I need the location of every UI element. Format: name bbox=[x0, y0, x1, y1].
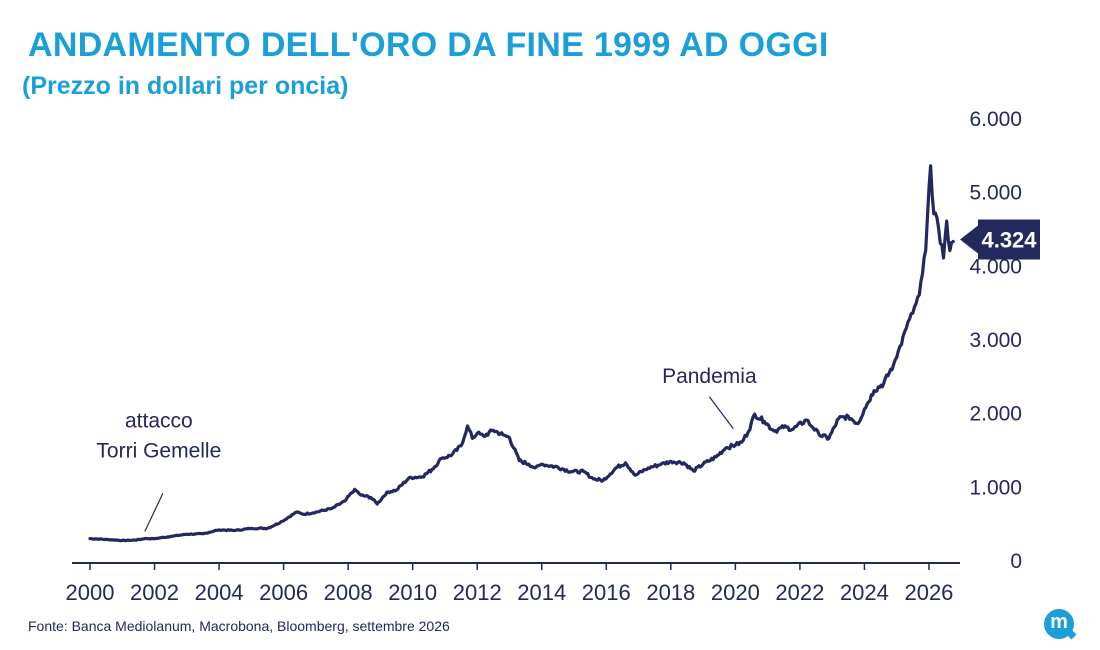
source-note: Fonte: Banca Mediolanum, Macrobona, Bloo… bbox=[28, 618, 450, 634]
x-tick-label: 2006 bbox=[259, 580, 308, 605]
x-tick-label: 2004 bbox=[195, 580, 244, 605]
annotations: attacco Torri Gemelle Pandemia bbox=[96, 365, 757, 532]
annotation-leader-torri bbox=[144, 493, 164, 532]
y-tick-label: 3.000 bbox=[969, 329, 1022, 352]
y-axis: 0 1.000 2.000 3.000 4.000 5.000 6.000 bbox=[969, 108, 1022, 573]
y-tick-label: 6.000 bbox=[969, 108, 1022, 131]
annotation-torri-gemelle: attacco bbox=[125, 409, 193, 432]
x-tick-label: 2026 bbox=[904, 580, 953, 605]
x-tick-label: 2010 bbox=[388, 580, 437, 605]
x-tick-label: 2022 bbox=[775, 580, 824, 605]
y-tick-label: 1.000 bbox=[969, 476, 1022, 499]
x-tick-label: 2018 bbox=[646, 580, 695, 605]
chart-title: ANDAMENTO DELL'ORO DA FINE 1999 AD OGGI bbox=[28, 26, 829, 64]
y-tick-label: 0 bbox=[1010, 550, 1022, 573]
x-tick-label: 2012 bbox=[453, 580, 502, 605]
y-tick-label: 2.000 bbox=[969, 403, 1022, 426]
x-tick-label: 2014 bbox=[517, 580, 566, 605]
x-tick-label: 2002 bbox=[130, 580, 179, 605]
last-value-callout: 4.324 bbox=[960, 219, 1040, 260]
x-tick-label: 2016 bbox=[582, 580, 631, 605]
x-tick-label: 2008 bbox=[324, 580, 373, 605]
chart-subtitle: (Prezzo in dollari per oncia) bbox=[22, 72, 349, 100]
x-axis: 2000 2002 2004 2006 2008 2010 2012 2014 2016 2018… bbox=[66, 562, 960, 605]
series-line-gold-price bbox=[88, 164, 955, 543]
y-tick-label: 5.000 bbox=[969, 182, 1022, 205]
x-tick-label: 2020 bbox=[711, 580, 760, 605]
annotation-pandemia: Pandemia bbox=[662, 365, 757, 388]
x-tick-label: 2000 bbox=[66, 580, 115, 605]
annotation-torri-gemelle: Torri Gemelle bbox=[96, 439, 221, 462]
annotation-leader-pandemia bbox=[708, 396, 734, 430]
last-value-label: 4.324 bbox=[981, 227, 1037, 252]
x-tick-label: 2024 bbox=[840, 580, 889, 605]
mediolanum-logo: m bbox=[1044, 609, 1074, 639]
last-value-box bbox=[960, 219, 1040, 260]
y-tick-label: 4.000 bbox=[969, 255, 1022, 278]
